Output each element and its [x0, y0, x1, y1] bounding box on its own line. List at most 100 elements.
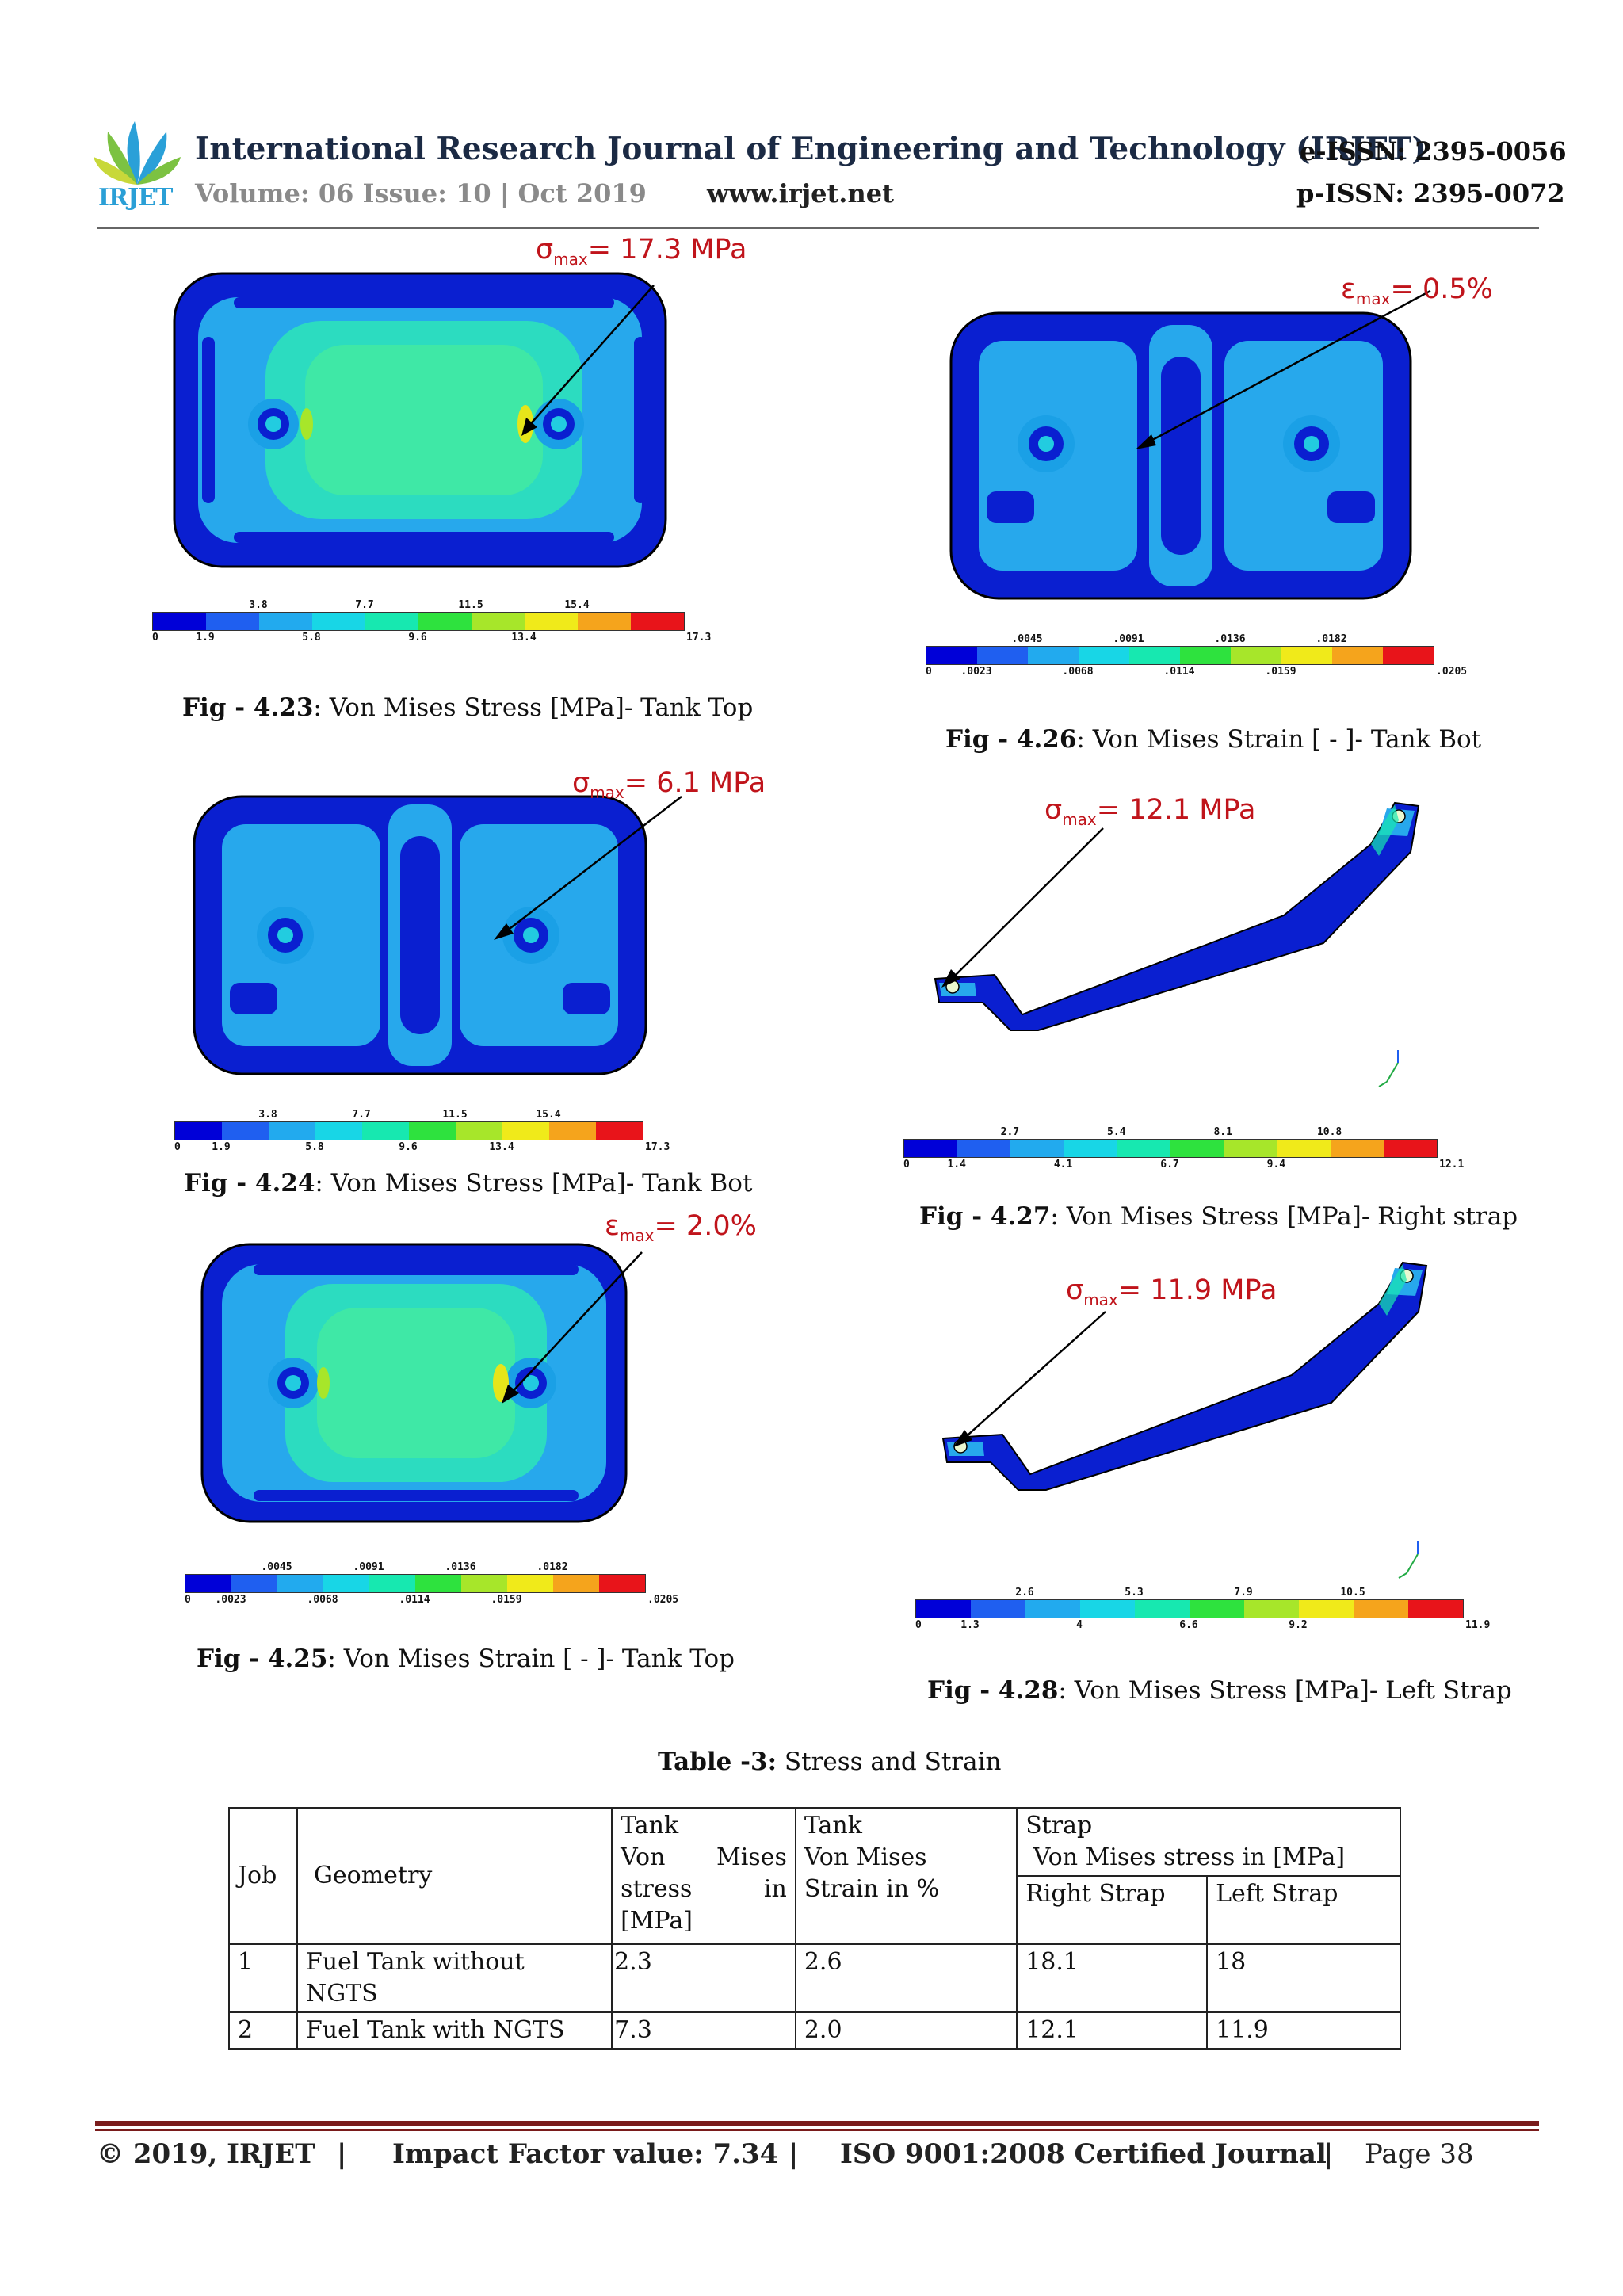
colorbar-tick-label: .0023 [215, 1594, 246, 1606]
cell-strain: 2.6 [794, 1943, 1018, 2013]
fig-4-24-caption: Fig - 4.24: Von Mises Stress [MPa]- Tank… [184, 1169, 753, 1198]
colorbar-segment [269, 1122, 315, 1140]
colorbar-segment [1064, 1140, 1117, 1157]
colorbar-tick-label: 0 [926, 666, 932, 678]
colorbar-tick-label: 9.4 [1266, 1159, 1286, 1171]
fig-4-28-arrow [953, 1311, 1106, 1447]
footer-iso: ISO 9001:2008 Certified Journal [840, 2138, 1327, 2170]
colorbar-tick-label: .0159 [491, 1594, 522, 1606]
fig-4-24-image [190, 793, 650, 1078]
fig-4-24-colorbar [174, 1121, 643, 1140]
fig-4-28-ticks-bottom: 0 1.3 4 6.6 9.2 11.9 [915, 1619, 1490, 1632]
colorbar-segment [578, 613, 631, 630]
colorbar-tick-label: 0 [152, 632, 158, 644]
colorbar-tick-label: 11.5 [442, 1109, 468, 1121]
colorbar-segment [596, 1122, 643, 1140]
fig-4-28-image [931, 1248, 1454, 1581]
colorbar-tick-label: 8.1 [1213, 1126, 1232, 1138]
footer-separator: | [1323, 2138, 1334, 2170]
colorbar-segment [1299, 1600, 1354, 1618]
stress-strain-table: Job Geometry Tank Von Mises stress in [MPa… [228, 1807, 1401, 2050]
colorbar-segment [461, 1575, 507, 1592]
colorbar-segment [185, 1575, 231, 1592]
colorbar-segment [409, 1122, 456, 1140]
colorbar-segment [418, 613, 472, 630]
colorbar-tick-label: 0 [174, 1141, 181, 1153]
colorbar-tick-label: 7.9 [1234, 1587, 1253, 1599]
fig-4-23-annotation: σmax= 17.3 MPa [536, 234, 747, 269]
fig-4-26-image [947, 309, 1415, 602]
fig-4-28-annotation: σmax= 11.9 MPa [1066, 1274, 1277, 1309]
fig-4-28-colorbar [915, 1599, 1464, 1618]
journal-title: International Research Journal of Engine… [195, 131, 1426, 167]
colorbar-segment [507, 1575, 553, 1592]
colorbar-tick-label: 17.3 [686, 632, 712, 644]
table-row: 2 Fuel Tank with NGTS 7.3 2.0 12.1 11.9 [228, 2011, 1401, 2050]
colorbar-segment [1010, 1140, 1064, 1157]
colorbar-segment [1231, 647, 1281, 664]
colorbar-tick-label: 4 [1076, 1619, 1083, 1631]
colorbar-tick-label: 0 [903, 1159, 910, 1171]
colorbar-tick-label: 17.3 [645, 1141, 670, 1153]
colorbar-tick-label: 1.3 [960, 1619, 980, 1631]
logo-text: IRJET [98, 184, 173, 212]
fig-4-27-arrow [941, 827, 1104, 988]
colorbar-tick-label: 7.7 [352, 1109, 371, 1121]
fig-4-25-annotation: εmax= 2.0% [605, 1210, 757, 1245]
colorbar-segment [1117, 1140, 1171, 1157]
colorbar-tick-label: 9.2 [1289, 1619, 1308, 1631]
cell-geometry: Fuel Tank without NGTS [296, 1943, 613, 2013]
colorbar-segment [553, 1575, 599, 1592]
header-strap: Strap Von Mises stress in [MPa] [1016, 1807, 1401, 1877]
fig-4-26-caption: Fig - 4.26: Von Mises Strain [ - ]- Tank… [945, 725, 1482, 754]
fig-4-25-colorbar [185, 1574, 646, 1593]
cell-stress: 7.3 [611, 2011, 796, 2050]
colorbar-segment [1330, 1140, 1384, 1157]
fig-4-25-caption: Fig - 4.25: Von Mises Strain [ - ]- Tank… [197, 1645, 735, 1673]
cell-strain: 2.0 [794, 2011, 1018, 2050]
footer-divider-thin [95, 2129, 1539, 2131]
colorbar-tick-label: 9.6 [399, 1141, 418, 1153]
colorbar-segment [456, 1122, 502, 1140]
colorbar-tick-label: 5.8 [302, 632, 321, 644]
colorbar-segment [1080, 1600, 1135, 1618]
table-subheader-row: Right Strap Left Strap [229, 1875, 1401, 1945]
footer-divider [95, 2121, 1539, 2126]
colorbar-tick-label: 6.6 [1179, 1619, 1198, 1631]
table-row: 1 Fuel Tank without NGTS 2.3 2.6 18.1 18 [228, 1943, 1401, 2013]
colorbar-tick-label: 15.4 [536, 1109, 561, 1121]
colorbar-segment [206, 613, 259, 630]
colorbar-segment [525, 613, 578, 630]
fig-4-27-ticks-bottom: 0 1.4 4.1 6.7 9.4 12.1 [903, 1159, 1464, 1171]
fig-4-26-ticks-bottom: 0 .0023 .0068 .0114 .0159 .0205 [926, 666, 1467, 678]
colorbar-segment [1025, 1600, 1080, 1618]
cell-stress: 2.3 [611, 1943, 796, 2013]
colorbar-segment [971, 1600, 1025, 1618]
colorbar-tick-label: .0205 [647, 1594, 679, 1606]
colorbar-tick-label: 4.1 [1053, 1159, 1073, 1171]
header-left-strap: Left Strap [1206, 1875, 1401, 1945]
colorbar-tick-label: 11.9 [1465, 1619, 1491, 1631]
header-geometry: Geometry [296, 1807, 613, 1945]
colorbar-segment [1281, 647, 1332, 664]
colorbar-segment [1277, 1140, 1331, 1157]
colorbar-tick-label: 13.4 [511, 632, 537, 644]
cell-right: 18.1 [1016, 1943, 1209, 2013]
fig-4-23-ticks-top: 3.8 7.7 11.5 15.4 [152, 599, 683, 612]
fig-4-27-caption: Fig - 4.27: Von Mises Stress [MPa]- Righ… [919, 1202, 1518, 1231]
fig-4-26-ticks-top: .0045 .0091 .0136 .0182 [926, 633, 1433, 646]
colorbar-segment [312, 613, 365, 630]
colorbar-tick-label: 0 [915, 1619, 922, 1631]
fig-4-24-annotation: σmax= 6.1 MPa [572, 767, 766, 802]
footer-separator: | [337, 2138, 347, 2170]
colorbar-segment [1129, 647, 1180, 664]
colorbar-segment [1079, 647, 1129, 664]
colorbar-segment [1028, 647, 1079, 664]
colorbar-tick-label: .0091 [1113, 633, 1144, 645]
website-link[interactable]: www.irjet.net [707, 178, 894, 208]
colorbar-segment [315, 1122, 362, 1140]
fig-4-23-colorbar [152, 612, 685, 631]
colorbar-segment [1332, 647, 1383, 664]
colorbar-tick-label: .0182 [537, 1561, 568, 1573]
colorbar-tick-label: 15.4 [564, 599, 590, 611]
